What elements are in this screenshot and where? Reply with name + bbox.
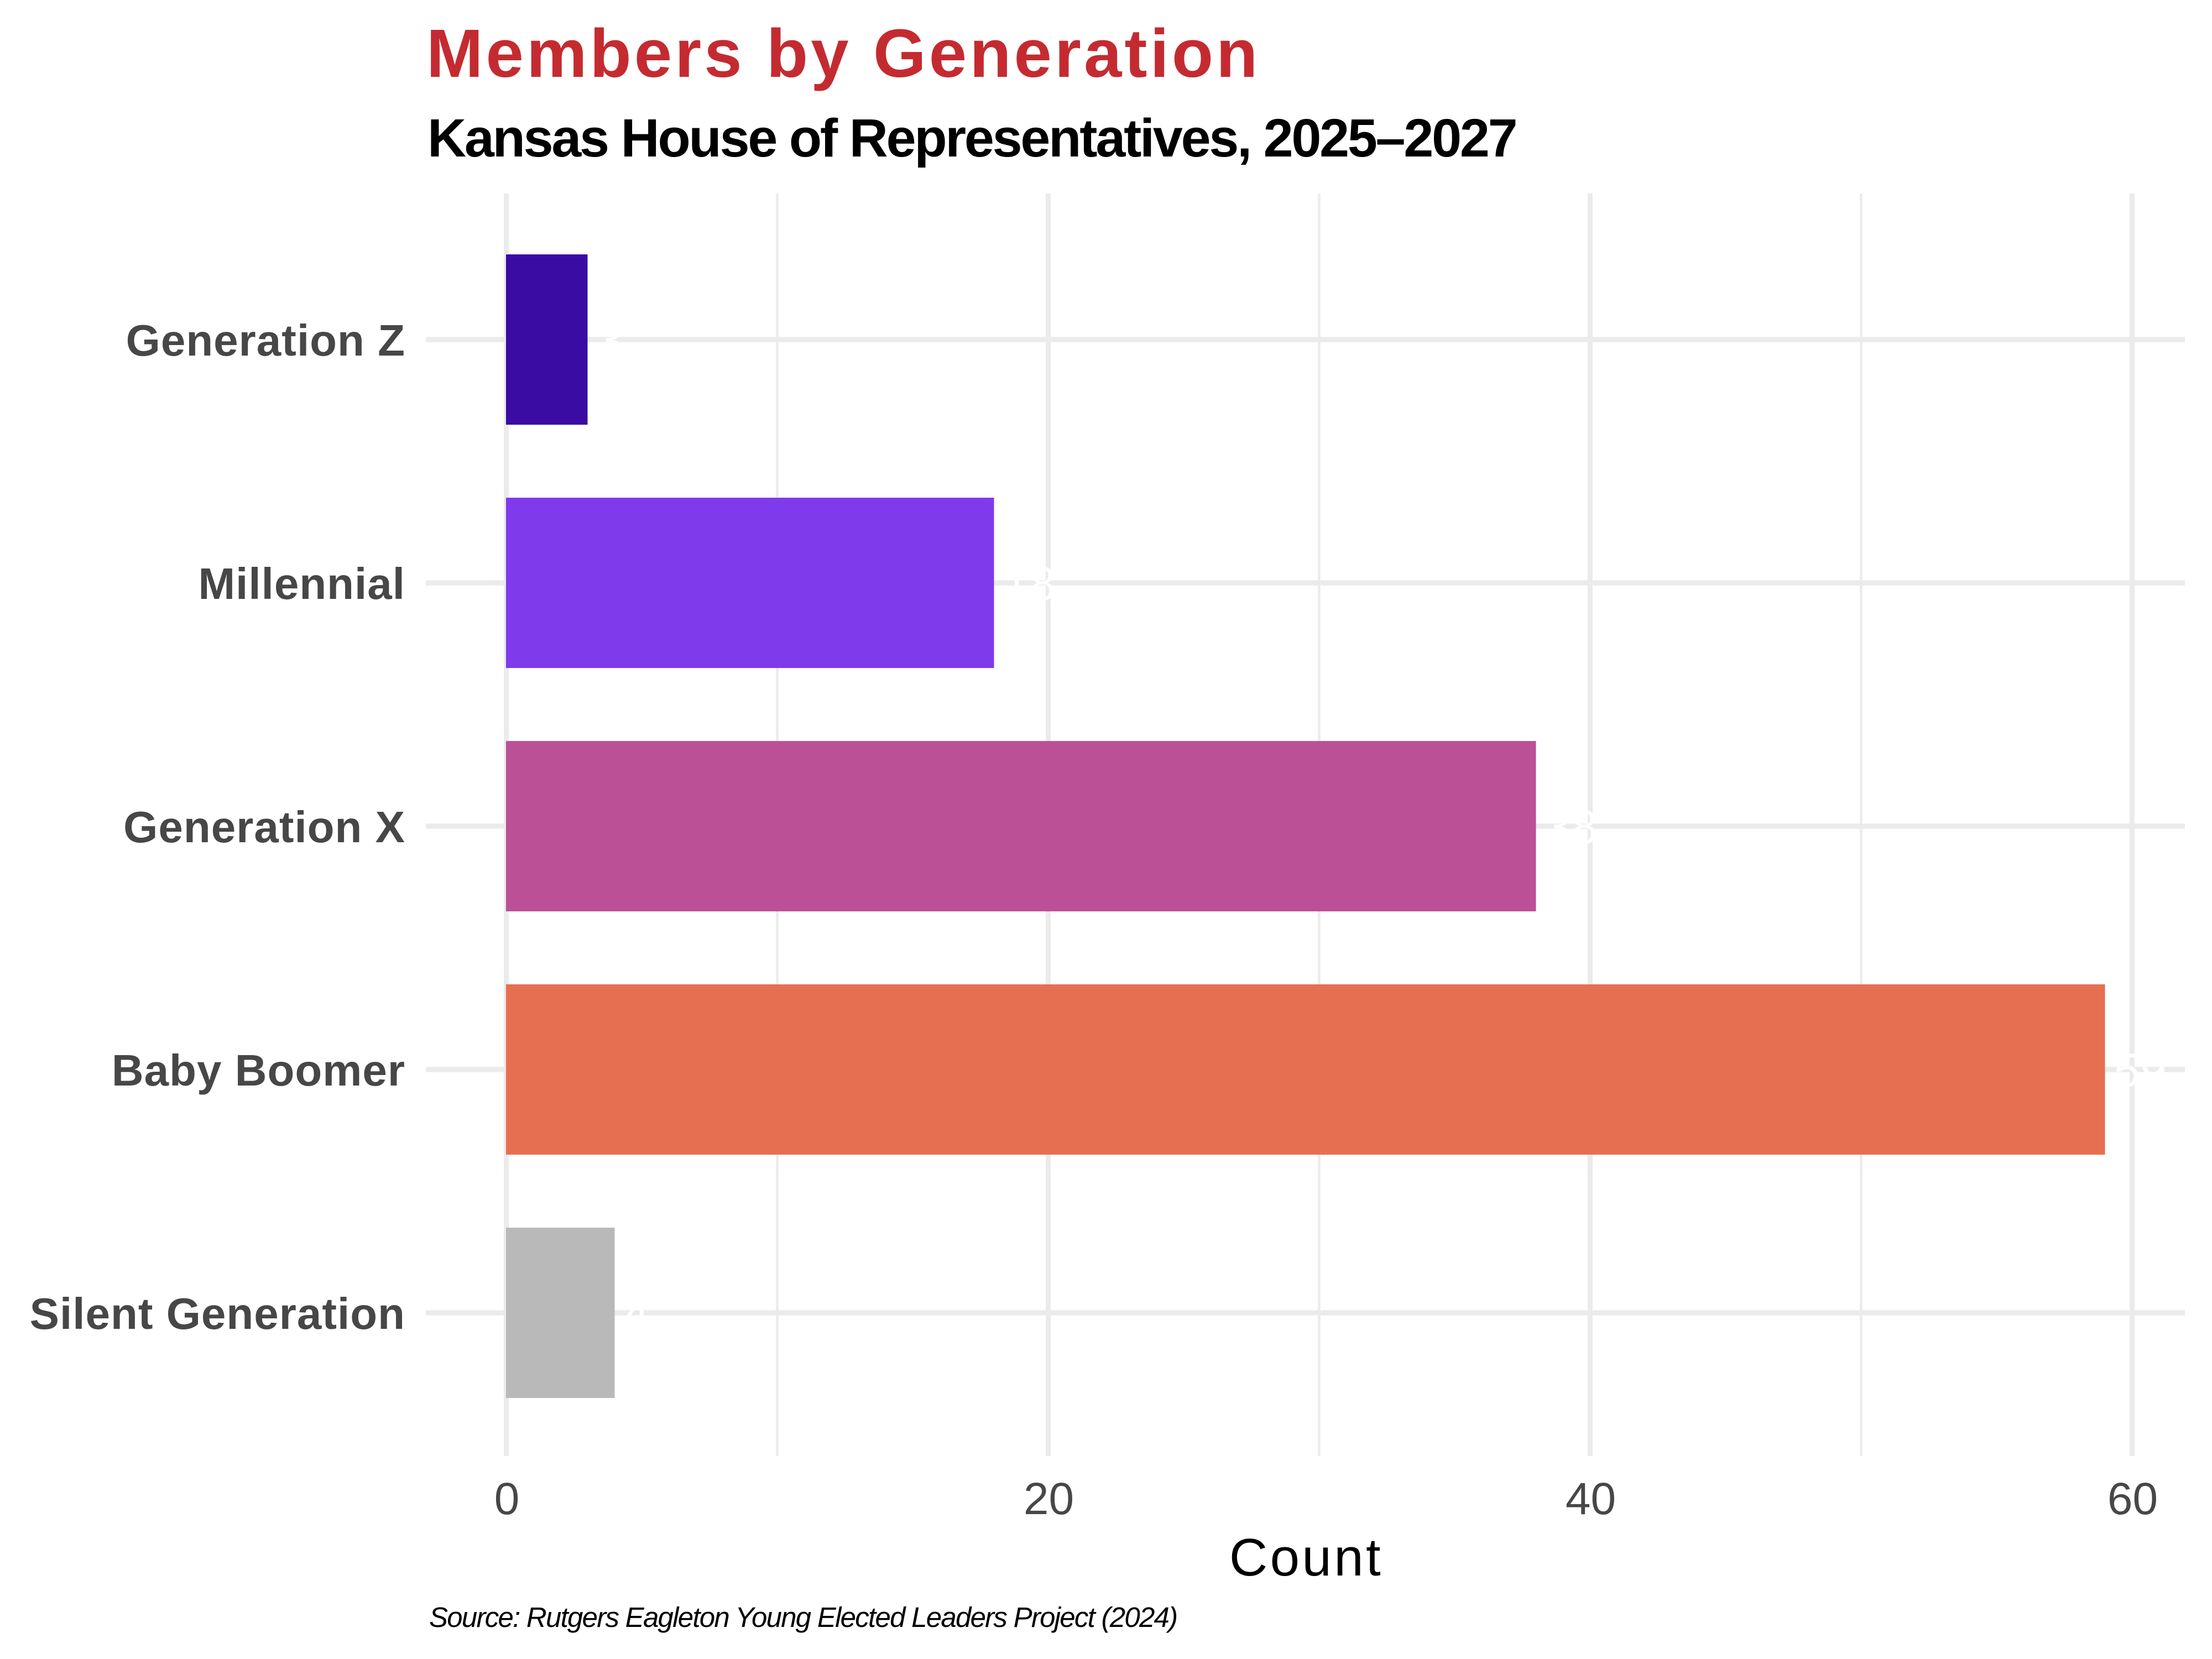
svg-text:Silent Generation: Silent Generation <box>30 1289 405 1338</box>
svg-text:59: 59 <box>2114 1044 2167 1097</box>
svg-text:Kansas House of Representative: Kansas House of Representatives, 2025–20… <box>427 108 1516 168</box>
svg-text:Members by Generation: Members by Generation <box>426 16 1260 92</box>
svg-text:Millennial: Millennial <box>199 559 406 608</box>
svg-text:18: 18 <box>1003 557 1056 611</box>
svg-text:38: 38 <box>1545 801 1598 854</box>
svg-text:Count: Count <box>1229 1528 1383 1587</box>
svg-text:Generation X: Generation X <box>123 802 405 852</box>
svg-text:60: 60 <box>2107 1474 2158 1524</box>
svg-text:Baby Boomer: Baby Boomer <box>112 1046 405 1095</box>
svg-text:4: 4 <box>623 1287 650 1340</box>
svg-text:40: 40 <box>1566 1474 1616 1524</box>
svg-text:3: 3 <box>596 314 623 367</box>
svg-text:20: 20 <box>1024 1474 1074 1524</box>
svg-text:0: 0 <box>494 1474 520 1524</box>
svg-text:Generation Z: Generation Z <box>126 316 405 365</box>
svg-text:Source: Rutgers Eagleton Young: Source: Rutgers Eagleton Young Elected L… <box>429 1601 1177 1633</box>
